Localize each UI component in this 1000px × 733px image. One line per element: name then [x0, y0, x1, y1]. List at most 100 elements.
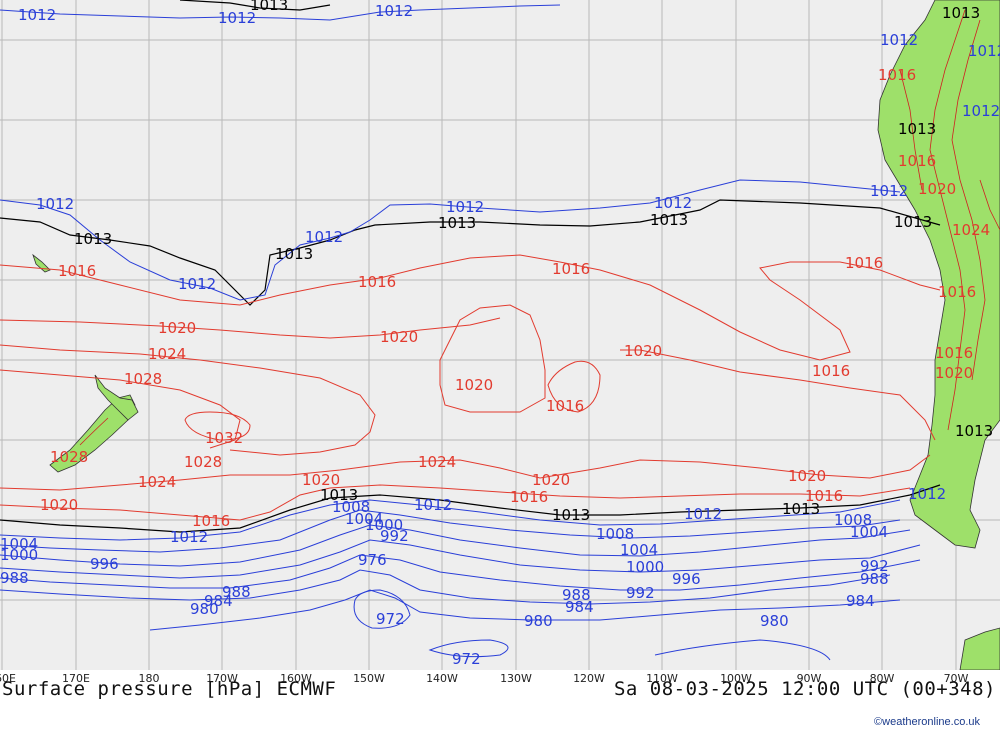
terrain-contours: [79, 9, 1000, 446]
isobar-label: 1012: [968, 42, 1000, 60]
isobar-label: 1008: [332, 498, 370, 516]
isobar-label: 1012: [218, 9, 256, 27]
isobar-label: 1004: [345, 510, 383, 528]
isobar-label: 1016: [938, 283, 976, 301]
graticule: [0, 0, 1000, 670]
land-masses: [32, 0, 1000, 670]
isobar-label: 1013: [438, 214, 476, 232]
isobar-label: 1016: [192, 512, 230, 530]
new-caledonia: [32, 253, 51, 273]
south-island-nz: [49, 394, 136, 473]
lon-label: 140W: [426, 672, 458, 685]
isobar-label: 988: [0, 569, 29, 587]
isobar-label: 1028: [184, 453, 222, 471]
isobar-label: 1024: [138, 473, 176, 491]
isobar-label: 1013: [320, 486, 358, 504]
isobar-label: 1012: [870, 182, 908, 200]
lon-label: 130W: [500, 672, 532, 685]
lon-label: 160W: [280, 672, 312, 685]
isobar-label: 992: [626, 584, 655, 602]
isobar-label: 1020: [158, 319, 196, 337]
lon-label: 150W: [353, 672, 385, 685]
lon-label: 110W: [646, 672, 678, 685]
isobar-label: 1016: [935, 344, 973, 362]
isobar-label: 980: [760, 612, 789, 630]
isobar-label: 1016: [552, 260, 590, 278]
isobar-label: 1016: [358, 273, 396, 291]
lon-label: 90W: [796, 672, 822, 685]
isobar-label: 1016: [898, 152, 936, 170]
north-island-nz: [94, 374, 139, 421]
credit-link[interactable]: ©weatheronline.co.uk: [874, 716, 980, 728]
isobar-label: 1013: [0, 0, 38, 4]
isobar-label: 988: [562, 586, 591, 604]
isobar-label: 1020: [0, 0, 38, 4]
isobar-label: 1013: [250, 0, 288, 14]
isobar-label: 1020: [935, 364, 973, 382]
isobar-label: 1032: [205, 429, 243, 447]
isobar-label: 972: [452, 650, 481, 668]
isobar-label: 984: [204, 592, 233, 610]
lon-label: 100W: [720, 672, 752, 685]
isobar-label: 1016: [812, 362, 850, 380]
isobar-label: 1004: [0, 535, 38, 553]
isobars-1013: [0, 0, 941, 533]
isobar-label: 1000: [0, 546, 38, 564]
isobar-label: 1004: [620, 541, 658, 559]
isobar-label: 976: [358, 551, 387, 569]
isobar-label: 1008: [834, 511, 872, 529]
isobar-label: 980: [190, 600, 219, 618]
isobar-label: 1013: [898, 120, 936, 138]
isobar-label: 1012: [18, 6, 56, 24]
isobar-label: 1012: [178, 275, 216, 293]
isobar-label: 1004: [850, 523, 888, 541]
isobar-label: 1012: [962, 102, 1000, 120]
isobars-high: [0, 254, 941, 521]
isobar-label: 1012: [36, 195, 74, 213]
isobar-label: 972: [376, 610, 405, 628]
isobar-label: 1013: [275, 245, 313, 263]
isobar-label: 1008: [0, 0, 38, 4]
isobar-label: 1000: [626, 558, 664, 576]
isobar-label: 984: [846, 592, 875, 610]
isobar-label: 1013: [942, 4, 980, 22]
isobar-label: 1012: [654, 194, 692, 212]
isobar-label: 1012: [446, 198, 484, 216]
isobars-low: [0, 4, 921, 661]
isobar-label: 1013: [955, 422, 993, 440]
isobar-label: 1013: [74, 230, 112, 248]
isobar-label: 984: [565, 598, 594, 616]
isobar-label: 1013: [552, 506, 590, 524]
lon-label: 170E: [62, 672, 90, 685]
lon-label: 80W: [869, 672, 895, 685]
isobar-label: 1020: [624, 342, 662, 360]
isobar-label: 992: [380, 527, 409, 545]
isobar-label: 1013: [0, 0, 38, 4]
isobar-label: 1028: [124, 370, 162, 388]
map-title: Surface pressure [hPa] ECMWF: [2, 678, 337, 700]
lon-label: 70W: [943, 672, 969, 685]
isobar-label: 1024: [952, 221, 990, 239]
isobar-label: 996: [672, 570, 701, 588]
isobar-label: 1024: [148, 345, 186, 363]
isobar-label: 1012: [908, 485, 946, 503]
lon-label: 170W: [206, 672, 238, 685]
isobar-label: 1016: [0, 0, 38, 4]
isobar-label: 1028: [50, 448, 88, 466]
map-canvas: 1012 1012 1013 1012 1013 1012 1013 1012 …: [0, 0, 1000, 670]
isobar-label: 1024: [418, 453, 456, 471]
isobar-label: 1016: [546, 397, 584, 415]
isobar-label: 1020: [380, 328, 418, 346]
pressure-map: 1012 1012 1013 1012 1013 1012 1013 1012 …: [0, 0, 1000, 670]
isobar-label: 1016: [805, 487, 843, 505]
lon-label: 160E: [0, 672, 16, 685]
isobar-label: 1012: [170, 528, 208, 546]
isobar-label: 996: [90, 555, 119, 573]
isobar-label: 1012: [0, 0, 38, 4]
isobar-label: 1016: [0, 0, 38, 4]
isobar-label: 1020: [788, 467, 826, 485]
isobar-label: 988: [860, 570, 889, 588]
isobar-label: 1020: [455, 376, 493, 394]
lon-label: 180: [138, 672, 160, 685]
isobar-label: 1016: [510, 488, 548, 506]
